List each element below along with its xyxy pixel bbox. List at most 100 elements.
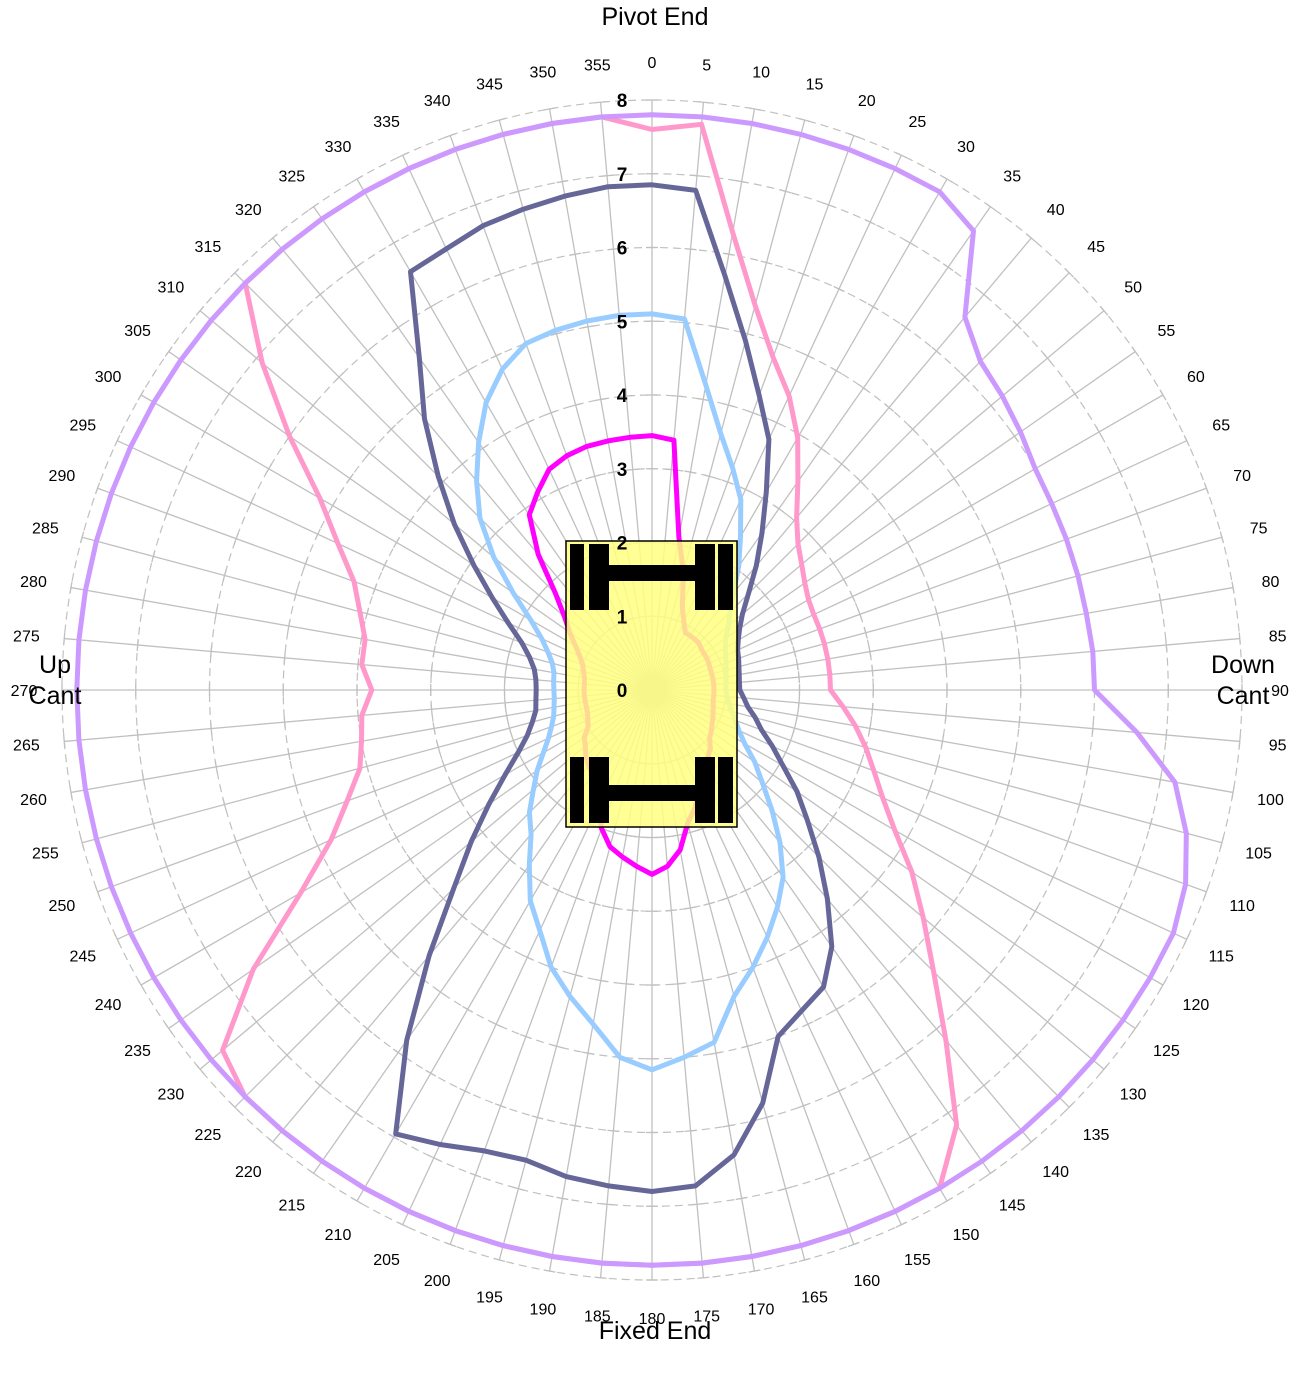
angle-tick-label: 355 (584, 57, 611, 74)
spoke-tick (314, 528, 321, 540)
angle-tick-label: 275 (13, 628, 40, 645)
spoke-tick (302, 558, 309, 570)
spoke-tick (782, 621, 789, 634)
spoke-tick (503, 696, 507, 709)
angle-tick-label: 160 (853, 1273, 880, 1290)
spoke-tick (362, 1024, 373, 1034)
radial-tick-label: 5 (617, 312, 628, 333)
angle-tick-label: 115 (1208, 948, 1234, 965)
spoke-tick (855, 476, 866, 487)
spoke-tick (1158, 594, 1163, 607)
spoke-tick (829, 811, 838, 823)
spoke-tick (543, 1269, 556, 1273)
spoke-tick (201, 426, 209, 438)
spoke-tick (858, 383, 869, 392)
spoke-tick (456, 573, 464, 585)
spoke-tick (900, 1048, 912, 1057)
spoke-tick (868, 645, 872, 658)
spoke-tick (985, 202, 996, 211)
spoke-tick (1116, 902, 1124, 914)
spoke-tick (940, 632, 945, 645)
spoke-tick (79, 836, 85, 849)
spoke-tick (697, 978, 710, 983)
angle-tick-label: 295 (69, 418, 96, 435)
angle-tick-label: 85 (1269, 628, 1287, 645)
spoke-tick (436, 626, 441, 639)
spoke-95 (651, 689, 1241, 748)
spoke-tick (1131, 1023, 1140, 1034)
spoke-tick (934, 607, 940, 620)
spoke-tick (233, 532, 239, 545)
angle-tick-label: 315 (195, 239, 222, 256)
spoke-tick (787, 734, 794, 747)
angle-tick-label: 345 (476, 76, 503, 93)
spoke-tick (444, 132, 457, 139)
angle-tick-label: 130 (1120, 1087, 1147, 1104)
spoke-tick (588, 474, 601, 479)
spoke-tick (884, 403, 895, 412)
spoke-tick (600, 1203, 614, 1206)
spoke-tick (195, 305, 205, 316)
angle-tick-label: 65 (1212, 418, 1230, 435)
spoke-tick (1238, 735, 1241, 748)
spoke-tick (428, 1154, 440, 1162)
spoke-tick (137, 389, 145, 401)
spoke-tick (1012, 1050, 1022, 1060)
spoke-tick (372, 583, 378, 595)
spoke-tick (504, 855, 515, 864)
radial-tick-label: 0 (617, 681, 628, 702)
spoke-tick (356, 709, 360, 722)
spoke-tick (1018, 716, 1021, 729)
spoke-270 (61, 684, 652, 696)
spoke-tick (195, 1064, 205, 1075)
spoke-tick (967, 868, 975, 880)
spoke-tick (797, 1103, 810, 1109)
spoke-tick (795, 658, 799, 671)
spoke-tick (1148, 550, 1153, 563)
spoke-tick (365, 922, 374, 933)
spoke-tick (267, 1137, 278, 1147)
spoke-tick (849, 777, 856, 790)
spoke-tick (545, 410, 557, 416)
spoke-tick (995, 810, 1002, 822)
spoke-tick (345, 473, 354, 484)
angle-tick-label: 260 (20, 792, 47, 809)
spoke-tick (908, 424, 918, 434)
radial-tick-label: 6 (617, 239, 628, 260)
spoke-tick (671, 394, 684, 398)
spoke-tick (1158, 773, 1163, 786)
spoke-tick (435, 988, 446, 997)
spoke-tick (520, 1033, 532, 1040)
spoke-tick (550, 1044, 563, 1049)
spoke-tick (151, 817, 156, 830)
spoke-tick (822, 202, 835, 208)
spoke-tick (364, 760, 370, 773)
spoke-tick (1031, 905, 1039, 917)
spoke-tick (1012, 320, 1022, 330)
angle-tick-label: 10 (752, 65, 770, 82)
spoke-tick (741, 798, 752, 808)
spoke-tick (490, 841, 501, 852)
angle-tick-label: 25 (909, 114, 927, 131)
spoke-tick (797, 271, 810, 277)
spoke-tick (469, 1172, 482, 1178)
spoke-tick (770, 419, 783, 426)
angle-tick-label: 120 (1183, 997, 1210, 1014)
spoke-tick (79, 531, 85, 544)
spoke-tick (620, 394, 633, 398)
spoke-tick (334, 372, 344, 382)
spoke-tick (797, 671, 801, 684)
angle-tick-label: 245 (69, 948, 96, 965)
spoke-tick (849, 590, 856, 603)
spoke-tick (950, 896, 959, 907)
spoke-tick (697, 397, 710, 402)
bottom-right-outer-block (718, 757, 733, 823)
spoke-tick (722, 402, 735, 408)
spoke-tick (457, 911, 468, 921)
series-line-5 (74, 112, 1189, 1268)
spoke-tick (607, 248, 620, 251)
spoke-tick (1077, 798, 1082, 811)
spoke-tick (214, 607, 218, 620)
angle-tick-label: 195 (476, 1290, 503, 1307)
spoke-tick (941, 1197, 953, 1205)
